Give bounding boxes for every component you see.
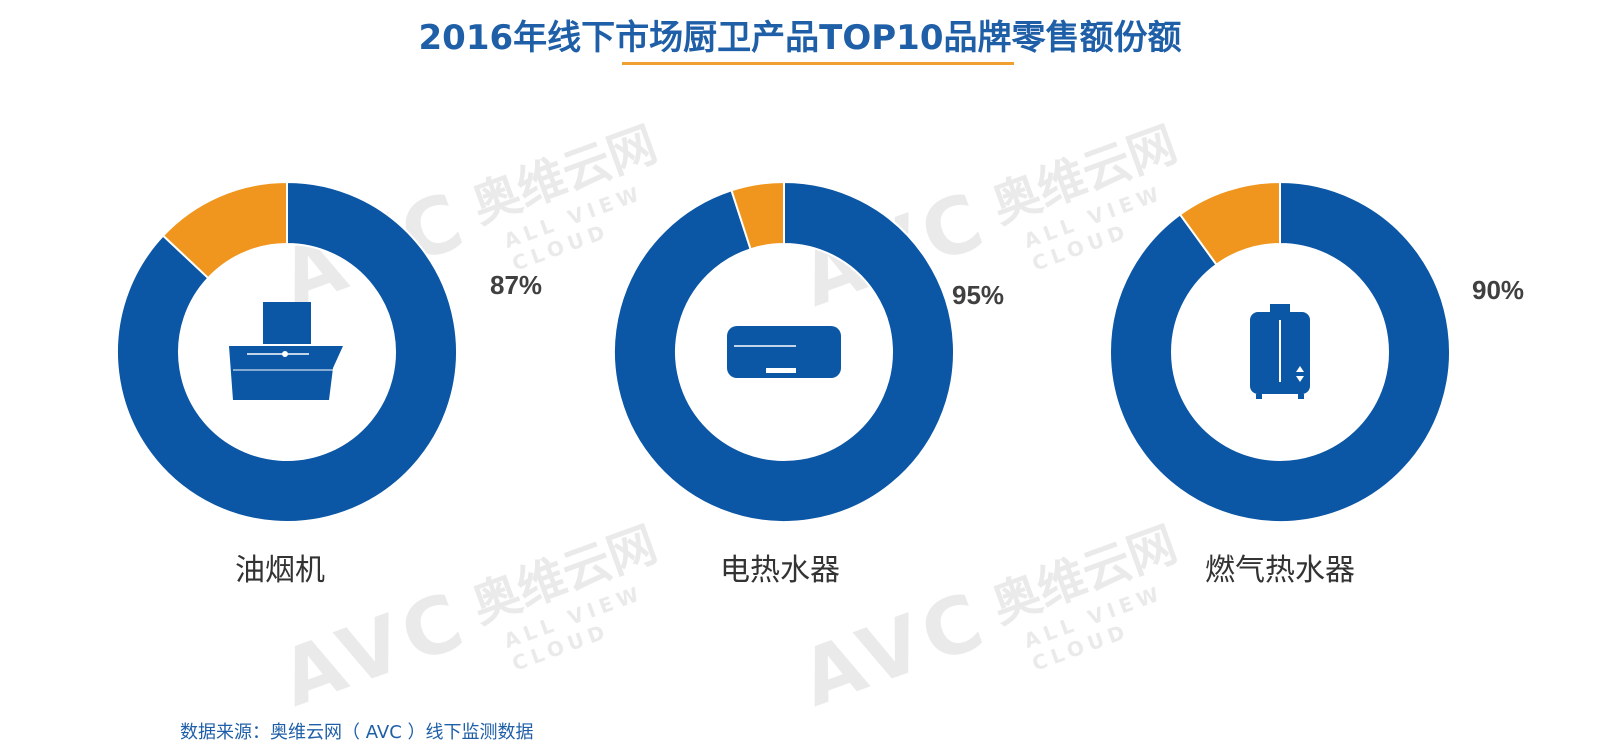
- donut-chart: [116, 180, 458, 523]
- donut-slice-main: [1109, 180, 1451, 523]
- percent-label: 95%: [952, 280, 1005, 310]
- category-label: 电热水器: [720, 553, 840, 588]
- percent-label: 87%: [490, 270, 543, 300]
- donut-slice-main: [116, 180, 458, 523]
- category-label: 油烟机: [235, 553, 325, 588]
- percent-label: 90%: [1472, 275, 1525, 305]
- category-label: 燃气热水器: [1205, 553, 1355, 588]
- electric-water-heater-icon: [727, 326, 841, 378]
- donut-chart: [613, 180, 955, 523]
- donut-slice-other: [1178, 180, 1281, 267]
- range-hood-icon: [229, 302, 343, 400]
- donut-slice-other: [730, 180, 785, 251]
- donut-slice-other: [161, 180, 288, 280]
- donut-slice-main: [613, 180, 955, 523]
- donut-chart: [1109, 180, 1451, 523]
- title-underline: [622, 62, 1014, 65]
- source-note: 数据来源：奥维云网（ AVC ）线下监测数据: [180, 722, 534, 743]
- page-title: 2016年线下市场厨卫产品TOP10品牌零售额份额: [418, 18, 1182, 58]
- gas-water-heater-icon: [1250, 304, 1310, 399]
